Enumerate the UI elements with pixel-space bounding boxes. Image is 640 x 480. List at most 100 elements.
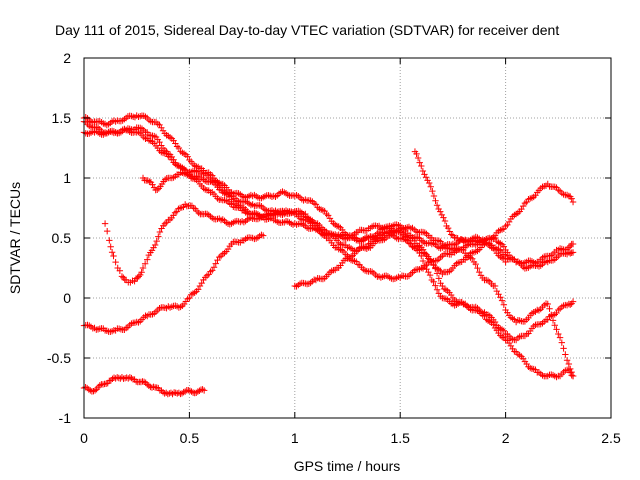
data-point bbox=[155, 233, 162, 240]
data-point bbox=[563, 357, 571, 364]
x-tick-label: 2 bbox=[502, 430, 510, 446]
data-point bbox=[549, 317, 557, 324]
series-4 bbox=[139, 167, 577, 278]
chart-title: Day 111 of 2015, Sidereal Day-to-day VTE… bbox=[55, 22, 559, 38]
data-point bbox=[302, 210, 309, 218]
data-point bbox=[118, 273, 126, 280]
data-point bbox=[500, 327, 508, 334]
data-point bbox=[567, 250, 574, 257]
y-tick-label: -1 bbox=[59, 410, 72, 426]
data-point bbox=[569, 372, 577, 380]
data-point bbox=[430, 278, 437, 285]
x-tick-label: 0.5 bbox=[180, 430, 200, 446]
data-point bbox=[500, 243, 508, 250]
data-point bbox=[430, 192, 438, 200]
data-point bbox=[178, 390, 186, 397]
series-5 bbox=[101, 180, 577, 286]
data-point bbox=[555, 330, 562, 338]
data-point bbox=[498, 297, 506, 304]
data-point bbox=[259, 232, 267, 239]
data-point bbox=[433, 202, 441, 209]
data-point bbox=[166, 390, 173, 397]
data-point bbox=[548, 311, 555, 318]
data-point bbox=[497, 294, 504, 301]
data-point bbox=[116, 267, 124, 274]
data-point bbox=[186, 294, 193, 302]
data-point bbox=[568, 195, 575, 202]
data-point bbox=[91, 387, 99, 394]
x-tick-label: 0 bbox=[80, 430, 88, 446]
data-point bbox=[469, 255, 476, 262]
data-point bbox=[416, 159, 423, 166]
data-point bbox=[551, 322, 558, 329]
data-point bbox=[173, 208, 180, 215]
data-point bbox=[569, 249, 577, 256]
data-point bbox=[156, 138, 163, 146]
data-point bbox=[474, 264, 481, 272]
data-point bbox=[184, 153, 191, 160]
y-tick-label: 2 bbox=[63, 50, 71, 66]
data-point bbox=[565, 192, 573, 200]
data-point bbox=[560, 345, 567, 352]
data-point bbox=[418, 162, 425, 170]
data-point bbox=[429, 187, 436, 195]
data-point bbox=[491, 234, 499, 242]
data-point bbox=[107, 243, 114, 250]
data-point bbox=[440, 214, 447, 221]
data-point bbox=[558, 339, 566, 346]
data-point bbox=[141, 260, 149, 267]
data-point bbox=[433, 286, 441, 293]
data-point bbox=[169, 390, 176, 398]
data-point bbox=[491, 282, 499, 290]
data-point bbox=[153, 384, 160, 391]
x-tick-label: 1.5 bbox=[390, 430, 410, 446]
data-point bbox=[569, 198, 577, 206]
data-point bbox=[178, 204, 186, 211]
data-point bbox=[188, 388, 195, 395]
data-point bbox=[419, 167, 427, 175]
data-point bbox=[96, 382, 104, 389]
x-tick-label: 2.5 bbox=[601, 430, 621, 446]
data-point bbox=[476, 268, 483, 276]
data-point bbox=[441, 217, 449, 225]
data-point bbox=[567, 301, 574, 308]
data-point bbox=[159, 388, 167, 396]
y-tick-label: -0.5 bbox=[47, 350, 71, 366]
data-point bbox=[199, 386, 206, 393]
data-point bbox=[422, 173, 430, 181]
data-point bbox=[414, 154, 422, 162]
data-point bbox=[200, 387, 208, 394]
data-point bbox=[567, 365, 574, 373]
y-axis-ticks: -1 -0.5 0 0.5 1 1.5 2 bbox=[47, 50, 611, 426]
data-point bbox=[101, 220, 109, 227]
data-point bbox=[569, 298, 577, 305]
data-point bbox=[544, 300, 551, 308]
x-axis-label: GPS time / hours bbox=[294, 458, 401, 474]
data-point bbox=[569, 240, 577, 248]
y-tick-label: 0.5 bbox=[52, 230, 72, 246]
data-point bbox=[175, 144, 183, 152]
y-tick-label: 1 bbox=[63, 170, 71, 186]
data-point bbox=[426, 271, 434, 279]
data-point bbox=[102, 380, 110, 387]
data-point bbox=[556, 334, 564, 341]
data-point bbox=[110, 252, 117, 260]
data-point bbox=[419, 257, 427, 265]
data-point bbox=[546, 305, 553, 312]
series-7 bbox=[80, 374, 208, 398]
data-point bbox=[134, 274, 141, 282]
data-point bbox=[491, 318, 499, 326]
data-point bbox=[444, 224, 452, 232]
data-point bbox=[144, 256, 151, 263]
data-point bbox=[154, 186, 161, 194]
data-point bbox=[448, 231, 455, 238]
data-point bbox=[500, 301, 508, 308]
data-point bbox=[472, 260, 479, 268]
data-point bbox=[428, 258, 436, 266]
data-point bbox=[149, 181, 156, 188]
data-point bbox=[205, 211, 212, 219]
y-tick-label: 1.5 bbox=[52, 110, 72, 126]
data-point bbox=[425, 179, 433, 187]
data-points bbox=[80, 112, 577, 398]
